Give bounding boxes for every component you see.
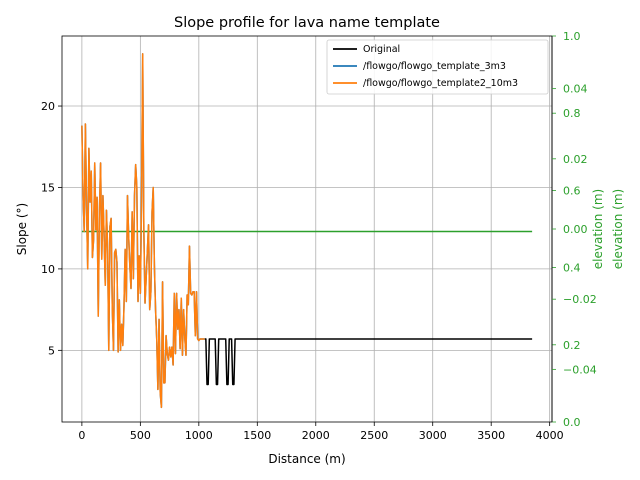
right-axis-outer-tick-label: 0.4 [563, 262, 581, 275]
x-tick-label: 1500 [243, 429, 271, 442]
right-axis-outer-tick-label: 0.2 [563, 339, 581, 352]
right-axis-outer-tick-label: 0.8 [563, 107, 581, 120]
right-axis-outer-tick-label: 0.6 [563, 184, 581, 197]
plot-area [81, 53, 533, 409]
y-tick-label: 20 [41, 100, 55, 113]
y-tick-label: 15 [41, 181, 55, 194]
right-axis-outer-tick-label: 0.0 [563, 416, 581, 429]
y-tick-label: 5 [48, 344, 55, 357]
series-original-line [204, 338, 533, 386]
right-axis-inner-tick-label: 0.04 [563, 83, 588, 96]
legend: Original /flowgo/flowgo_template_3m3 /fl… [326, 39, 549, 95]
x-tick-label: 2000 [302, 429, 330, 442]
x-tick-label: 500 [130, 429, 151, 442]
legend-box [326, 39, 549, 95]
x-tick-label: 1000 [185, 429, 213, 442]
legend-label-original: Original [363, 44, 400, 55]
series-template2-10m3-line [81, 53, 205, 409]
right-axis-inner-tick-label: 0.00 [563, 223, 588, 236]
right-axis-inner: −0.04 −0.02 0.00 0.02 0.04 [551, 36, 597, 422]
y-tick-label: 10 [41, 263, 55, 276]
right-axis-outer-tick-label: 1.0 [563, 30, 581, 43]
right-axis-inner-label: elevation (m) [591, 189, 605, 269]
legend-label-template2-10m3: /flowgo/flowgo_template2_10m3 [363, 78, 518, 89]
right-axis-inner-tick-label: 0.02 [563, 153, 588, 166]
right-axis-inner-tick-label: −0.04 [563, 363, 597, 376]
right-axis-inner-tick-label: −0.02 [563, 293, 597, 306]
legend-label-template-3m3: /flowgo/flowgo_template_3m3 [363, 61, 506, 72]
x-axis-label: Distance (m) [268, 452, 345, 466]
x-axis: 0 500 1000 1500 2000 2500 3000 3500 4000 [78, 422, 564, 442]
y-axis: 5 10 15 20 [41, 100, 62, 357]
grid [62, 36, 552, 422]
y-axis-label: Slope (°) [15, 203, 29, 255]
chart-title: Slope profile for lava name template [174, 15, 440, 31]
x-tick-label: 4000 [536, 429, 564, 442]
x-tick-label: 0 [78, 429, 85, 442]
x-tick-label: 2500 [360, 429, 388, 442]
right-axis-outer-label: elevation (m) [611, 189, 625, 269]
x-tick-label: 3000 [419, 429, 447, 442]
x-tick-label: 3500 [477, 429, 505, 442]
